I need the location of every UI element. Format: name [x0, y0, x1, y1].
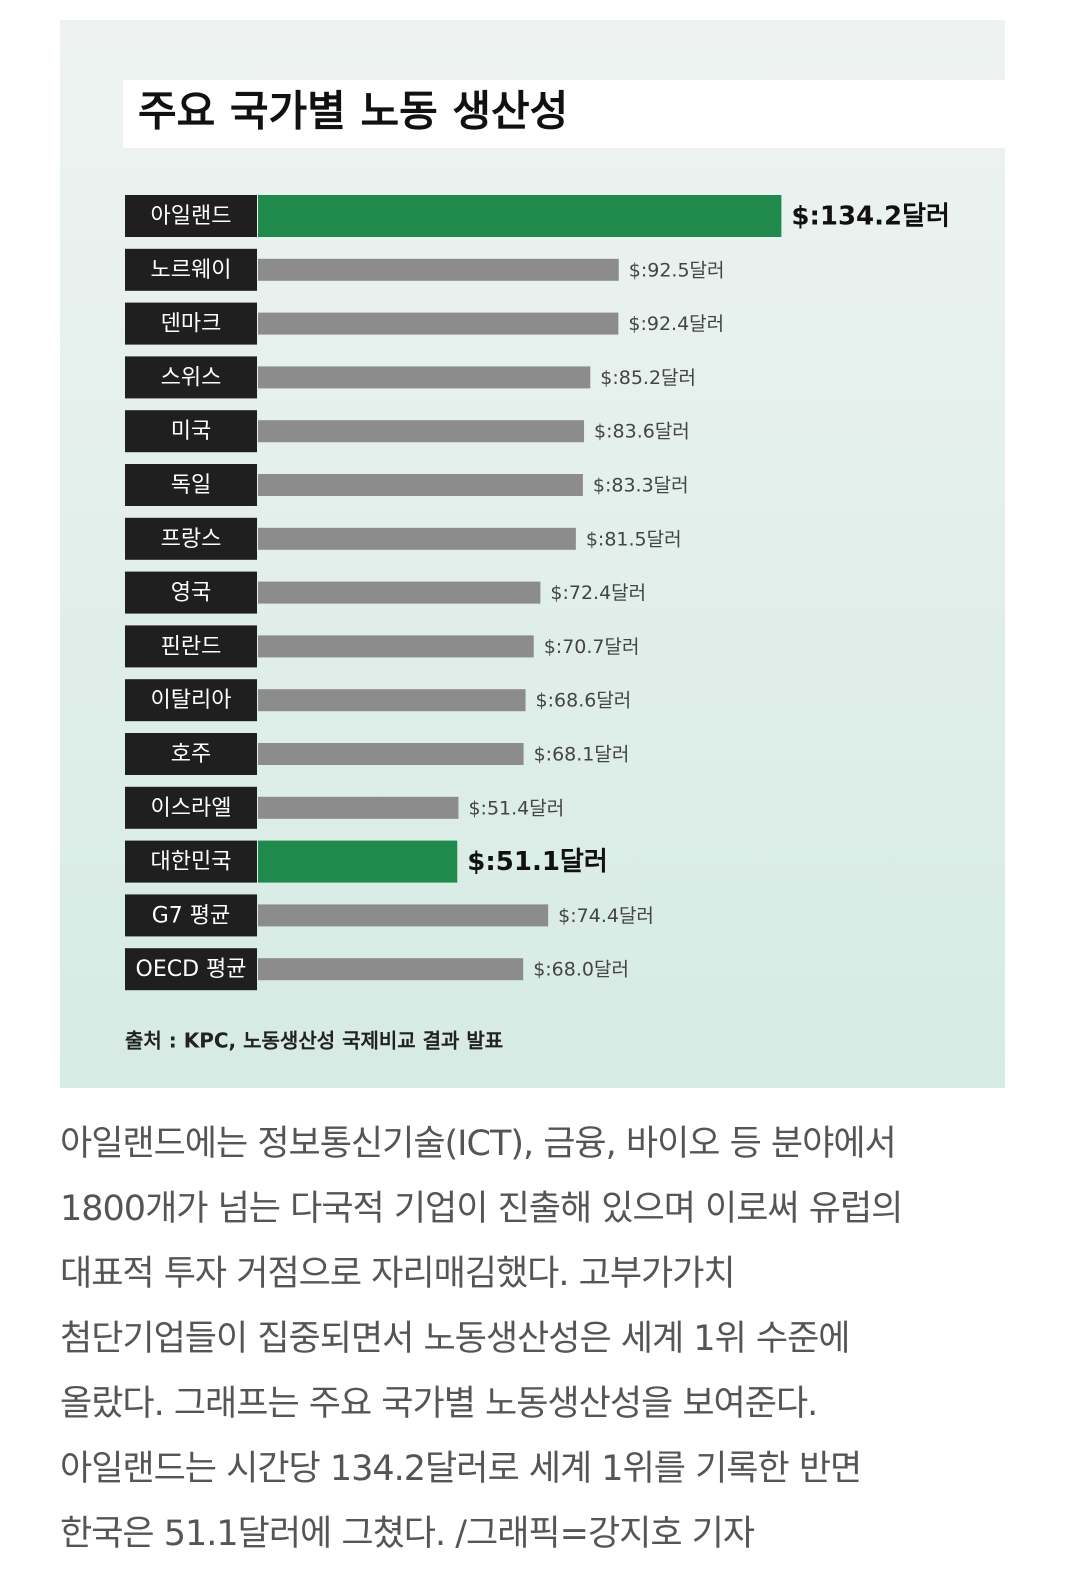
value-label: $:83.3달러	[593, 475, 689, 497]
category-box	[125, 248, 257, 291]
category-box	[125, 302, 257, 345]
bar	[258, 366, 591, 389]
article: 아일랜드에는 정보통신기술(ICT), 금융, 바이오 등 분야에서 1800개가…	[60, 1112, 1060, 1567]
bar	[258, 527, 576, 550]
value-label: $:81.5달러	[586, 528, 682, 550]
category-label: 노르웨이	[151, 258, 232, 283]
category-label: 대한민국	[151, 850, 232, 875]
bar	[258, 312, 619, 335]
article-line: 한국은 51.1달러에 그쳤다. /그래픽=강지호 기자	[60, 1514, 755, 1554]
value-label: $:92.4달러	[628, 313, 724, 335]
category-box	[125, 733, 257, 775]
category-label: OECD 평균	[136, 957, 247, 982]
bar	[258, 743, 524, 765]
value-label: $:92.5달러	[629, 259, 725, 281]
bar	[258, 258, 619, 281]
category-label: 영국	[171, 581, 211, 606]
category-label: 프랑스	[161, 527, 222, 552]
value-label: $:70.7달러	[544, 636, 640, 658]
category-box	[125, 625, 257, 668]
category-label: 이스라엘	[151, 796, 232, 821]
article-line: 아일랜드에는 정보통신기술(ICT), 금융, 바이오 등 분야에서	[60, 1124, 897, 1164]
bar	[258, 689, 526, 712]
bar	[258, 904, 549, 927]
category-box	[125, 894, 257, 937]
article-line: 올랐다. 그래프는 주요 국가별 노동생산성을 보여준다.	[60, 1384, 818, 1424]
bar	[258, 581, 541, 604]
article-line: 1800개가 넘는 다국적 기업이 진출해 있으며 이로써 유럽의	[60, 1189, 903, 1229]
category-label: 스위스	[161, 365, 222, 390]
category-label: 이탈리아	[151, 688, 232, 713]
category-label: 핀란드	[161, 634, 222, 659]
category-box	[125, 679, 257, 722]
bar	[258, 474, 583, 496]
source: 출처 : KPC, 노동생산성 국제비교 결과 발표	[125, 1029, 503, 1053]
category-label: 아일랜드	[151, 204, 232, 229]
category-box	[125, 464, 257, 506]
category-label: 호주	[171, 742, 211, 767]
value-label: $:51.1달러	[467, 847, 607, 877]
bar	[258, 635, 534, 658]
category-label: G7 평균	[152, 903, 231, 928]
chart-title: 주요 국가별 노동 생산성	[138, 87, 568, 136]
category-box	[125, 517, 257, 560]
category-box	[125, 786, 257, 829]
value-label: $:68.6달러	[536, 690, 632, 712]
title-bar	[123, 80, 1005, 148]
value-label: $:85.2달러	[600, 367, 696, 389]
category-label: 미국	[171, 419, 211, 444]
article-line: 첨단기업들이 집중되면서 노동생산성은 세계 1위 수준에	[60, 1319, 851, 1359]
category-box	[125, 948, 257, 991]
category-box	[125, 356, 257, 399]
category-box	[125, 571, 257, 614]
bar	[258, 796, 459, 819]
category-label: 덴마크	[161, 312, 222, 337]
category-box	[125, 840, 257, 883]
category-box	[125, 195, 257, 237]
value-label: $:74.4달러	[558, 905, 654, 927]
value-label: $:134.2달러	[791, 202, 950, 232]
value-label: $:68.1달러	[534, 744, 630, 766]
bar	[258, 958, 524, 981]
article-line: 아일랜드는 시간당 134.2달러로 세계 1위를 기록한 반면	[60, 1449, 862, 1489]
value-label: $:51.4달러	[468, 797, 564, 819]
bar	[258, 195, 782, 237]
value-label: $:72.4달러	[550, 582, 646, 604]
chart: 주요 국가별 노동 생산성 출처 : KPC, 노동생산성 국제비교 결과 발표…	[60, 20, 1005, 1088]
bar	[258, 840, 458, 883]
bar	[258, 420, 585, 443]
value-label: $:83.6달러	[594, 421, 690, 443]
category-label: 독일	[171, 473, 211, 498]
value-label: $:68.0달러	[533, 959, 629, 981]
article-line: 대표적 투자 거점으로 자리매김했다. 고부가가치	[60, 1254, 736, 1294]
category-box	[125, 410, 257, 453]
